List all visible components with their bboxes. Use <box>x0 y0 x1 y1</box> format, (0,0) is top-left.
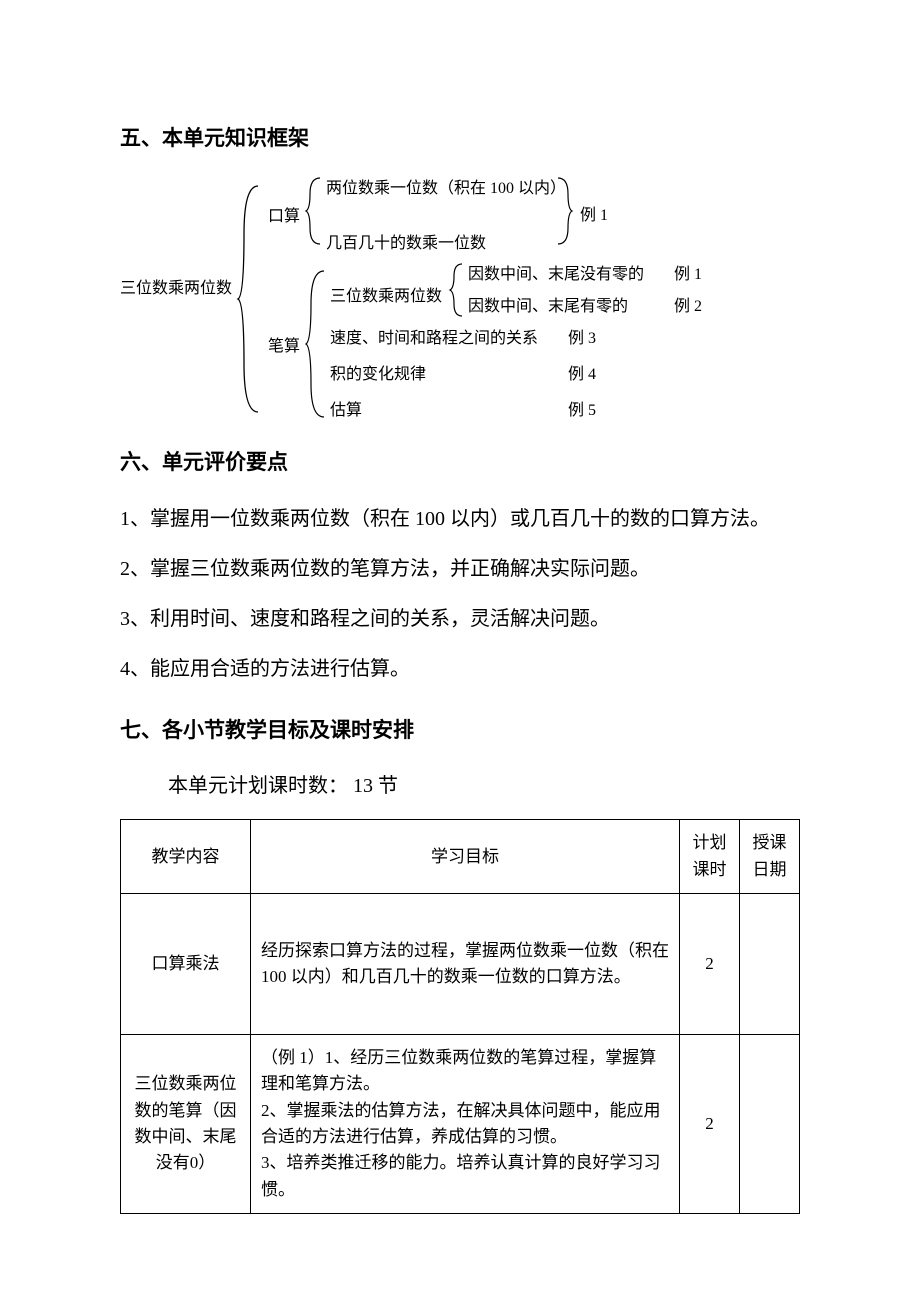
section5-heading: 五、本单元知识框架 <box>120 120 800 158</box>
diagram-branch2-other1-ex: 例 3 <box>568 324 596 348</box>
diagram-sub1-child1: 因数中间、末尾没有零的 <box>468 260 644 284</box>
plan-hours: 13 <box>353 775 373 797</box>
lesson-plan-table: 教学内容 学习目标 计划课时 授课日期 口算乘法 经历探索口算方法的过程，掌握两… <box>120 819 800 1214</box>
cell-goal: 经历探索口算方法的过程，掌握两位数乘一位数（积在 100 以内）和几百几十的数乘… <box>251 894 680 1035</box>
section6-item-2: 2、掌握三位数乘两位数的笔算方法，并正确解决实际问题。 <box>120 546 800 592</box>
section6-item-3: 3、利用时间、速度和路程之间的关系，灵活解决问题。 <box>120 596 800 642</box>
cell-goal: （例 1）1、经历三位数乘两位数的笔算过程，掌握算理和笔算方法。 2、掌握乘法的… <box>251 1035 680 1214</box>
diagram-branch2-other2-ex: 例 4 <box>568 360 596 384</box>
col-header-topic: 教学内容 <box>121 820 251 894</box>
knowledge-framework-diagram: 三位数乘两位数 口算 两位数乘一位数（积在 100 以内） 几百几十的数乘一位数… <box>120 174 810 424</box>
diagram-branch2-other3-ex: 例 5 <box>568 396 596 420</box>
col-header-goal: 学习目标 <box>251 820 680 894</box>
section6-heading: 六、单元评价要点 <box>120 444 800 482</box>
document-page: 五、本单元知识框架 三位数乘两位数 口算 两位数乘一位数（积在 100 以内） … <box>0 0 920 1302</box>
table-row: 口算乘法 经历探索口算方法的过程，掌握两位数乘一位数（积在 100 以内）和几百… <box>121 894 800 1035</box>
section6-item-1: 1、掌握用一位数乘两位数（积在 100 以内）或几百几十的数的口算方法。 <box>120 496 800 542</box>
brace-right-icon <box>556 176 574 246</box>
col-header-hours: 计划课时 <box>680 820 740 894</box>
section7-heading: 七、各小节教学目标及课时安排 <box>120 712 800 750</box>
brace-icon <box>238 184 262 414</box>
table-row: 三位数乘两位数的笔算（因数中间、末尾没有0） （例 1）1、经历三位数乘两位数的… <box>121 1035 800 1214</box>
brace-icon <box>306 269 328 419</box>
table-header-row: 教学内容 学习目标 计划课时 授课日期 <box>121 820 800 894</box>
diagram-root: 三位数乘两位数 <box>120 274 232 298</box>
plan-suffix: 节 <box>373 775 398 797</box>
diagram-branch2-label: 笔算 <box>268 332 300 356</box>
diagram-branch2-other1: 速度、时间和路程之间的关系 <box>330 324 538 348</box>
diagram-branch2-other3: 估算 <box>330 396 362 420</box>
diagram-branch1-child1: 两位数乘一位数（积在 100 以内） <box>326 174 566 198</box>
diagram-branch1-label: 口算 <box>268 202 300 226</box>
diagram-branch1-example: 例 1 <box>580 201 608 225</box>
cell-date <box>740 1035 800 1214</box>
diagram-branch1-child2: 几百几十的数乘一位数 <box>326 229 486 253</box>
brace-icon <box>450 262 466 318</box>
plan-prefix: 本单元计划课时数： <box>168 775 353 797</box>
cell-hours: 2 <box>680 894 740 1035</box>
diagram-sub1-child2: 因数中间、末尾有零的 <box>468 292 628 316</box>
section7-plan-line: 本单元计划课时数： 13 节 <box>120 763 800 809</box>
section6-item-4: 4、能应用合适的方法进行估算。 <box>120 646 800 692</box>
col-header-date: 授课日期 <box>740 820 800 894</box>
diagram-branch2-sub1-label: 三位数乘两位数 <box>330 282 442 306</box>
cell-topic: 口算乘法 <box>121 894 251 1035</box>
cell-hours: 2 <box>680 1035 740 1214</box>
diagram-sub1-child2-ex: 例 2 <box>674 292 702 316</box>
diagram-sub1-child1-ex: 例 1 <box>674 260 702 284</box>
brace-icon <box>306 176 324 246</box>
cell-date <box>740 894 800 1035</box>
cell-topic: 三位数乘两位数的笔算（因数中间、末尾没有0） <box>121 1035 251 1214</box>
diagram-branch2-other2: 积的变化规律 <box>330 360 426 384</box>
